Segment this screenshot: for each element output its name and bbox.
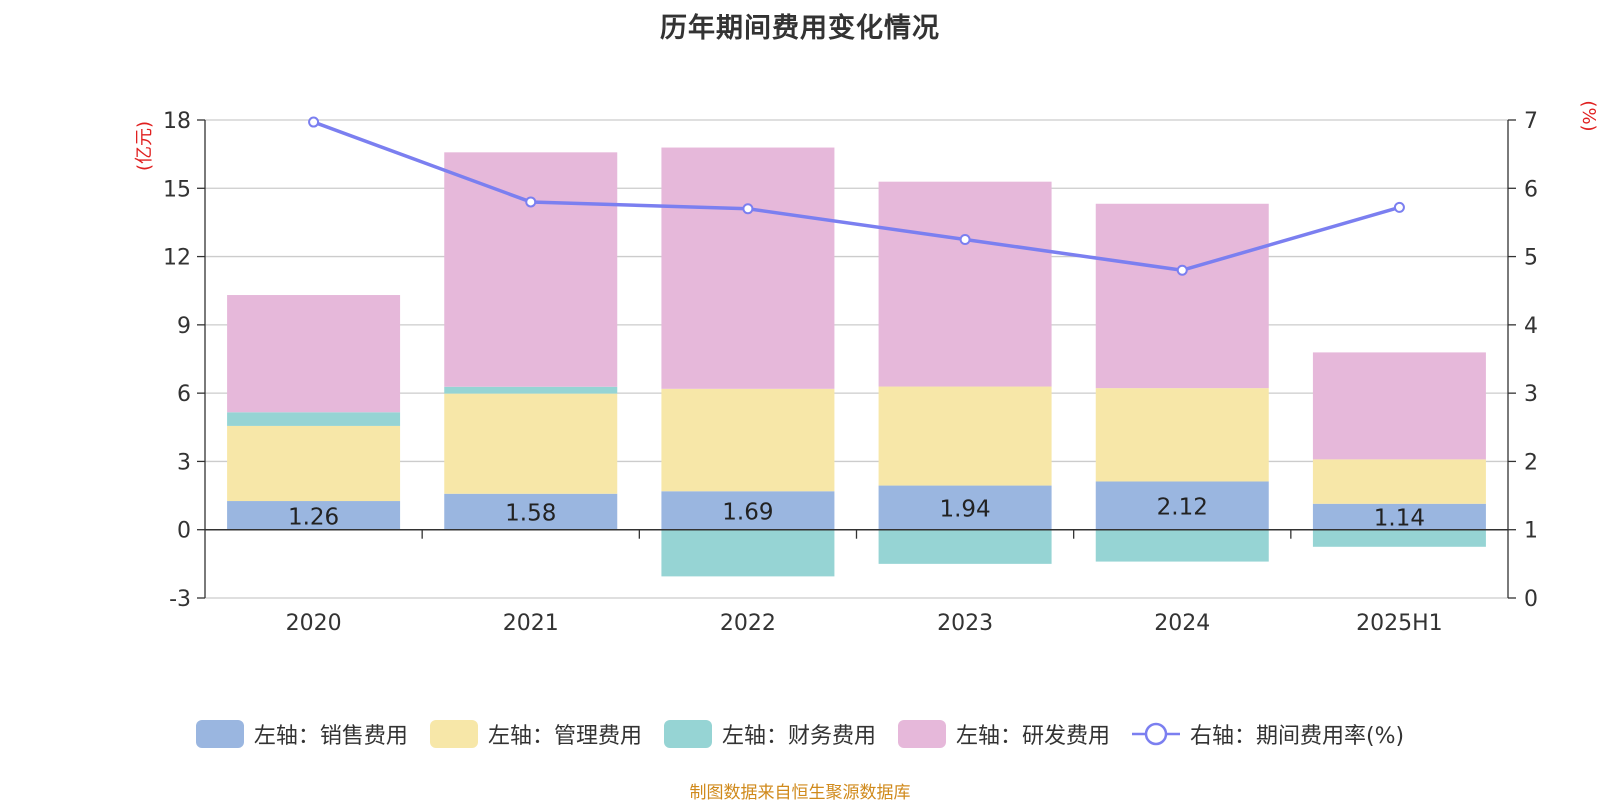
legend-item[interactable]: 左轴：销售费用 — [195, 718, 408, 750]
rate-point — [1393, 201, 1405, 213]
x-axis-tick-label: 2025H1 — [1356, 611, 1443, 636]
legend-label: 左轴：财务费用 — [721, 724, 876, 749]
rate-point — [525, 196, 537, 208]
rate-point — [308, 116, 320, 128]
legend-item[interactable]: 左轴：研发费用 — [897, 718, 1110, 750]
legend-swatch — [663, 720, 712, 748]
legend-label: 左轴：管理费用 — [487, 724, 642, 749]
bar-admin — [1312, 459, 1486, 504]
legend-swatch — [897, 720, 946, 748]
source-note: 制图数据来自恒生聚源数据库 — [689, 783, 911, 803]
data-labels: 1.26 1.58 1.69 1.94 2.12 1.14 — [288, 495, 1425, 532]
left-axis-tick-label: 15 — [163, 177, 191, 202]
rate-point — [959, 234, 971, 245]
data-label: 1.14 — [1374, 506, 1425, 532]
right-axis-tick-label: 4 — [1524, 314, 1538, 339]
legend-item[interactable]: 右轴：期间费用率(%) — [1131, 718, 1405, 750]
chart-title: 历年期间费用变化情况 — [660, 13, 940, 44]
left-axis-unit-label: (亿元) — [134, 121, 155, 171]
data-label: 1.69 — [722, 499, 773, 525]
left-axis-tick-label: 12 — [163, 246, 191, 271]
x-axis-tick-label: 2024 — [1154, 611, 1210, 636]
legend-label: 左轴：销售费用 — [253, 724, 408, 749]
left-axis-tick-label: 0 — [177, 519, 191, 544]
x-axis-tick-label: 2020 — [286, 611, 342, 636]
gridlines — [205, 119, 1508, 599]
legend: 左轴：销售费用 左轴：管理费用 左轴：财务费用 左轴：研发费用 右轴：期间费用率(%) — [0, 718, 1600, 750]
data-label: 2.12 — [1157, 495, 1208, 521]
left-axis-tick-label: 9 — [177, 314, 191, 339]
rate-line-series — [308, 116, 1405, 276]
bar-sales — [1095, 481, 1269, 530]
legend-item[interactable]: 左轴：管理费用 — [429, 718, 642, 750]
bar-admin — [878, 386, 1052, 486]
legend-swatch — [195, 720, 244, 748]
left-axis-tick-label: 6 — [177, 382, 191, 407]
bar-sales — [1312, 503, 1486, 530]
data-label: 1.58 — [505, 501, 556, 527]
bar-admin — [444, 393, 618, 494]
left-axis-tick-label: -3 — [169, 587, 191, 612]
right-axis-tick-label: 0 — [1524, 587, 1538, 612]
data-label: 1.94 — [939, 497, 990, 523]
left-axis-tick-label: 3 — [177, 450, 191, 475]
bar-sales — [444, 493, 618, 530]
right-axis-tick-label: 6 — [1524, 177, 1538, 202]
rate-point — [742, 203, 754, 215]
right-axis-tick-label: 3 — [1524, 382, 1538, 407]
x-axis-tick-label: 2021 — [503, 611, 559, 636]
left-axis-tick-label: 18 — [163, 109, 191, 134]
bar-finance — [661, 529, 835, 577]
bar-finance — [444, 386, 618, 394]
right-axis-tick-label: 1 — [1524, 519, 1538, 544]
bar-admin — [661, 388, 835, 492]
bar-rnd — [227, 295, 401, 413]
bar-series — [227, 147, 1486, 577]
bar-rnd — [1312, 352, 1486, 460]
bar-sales — [227, 501, 401, 530]
legend-swatch — [429, 720, 478, 748]
bar-admin — [227, 425, 401, 502]
bar-admin — [1095, 388, 1269, 482]
rate-point — [1176, 264, 1188, 276]
bar-sales — [661, 491, 835, 530]
right-axis-tick-label: 5 — [1524, 246, 1538, 271]
legend-label: 右轴：期间费用率(%) — [1189, 724, 1405, 749]
bar-rnd — [1095, 203, 1269, 389]
right-axis-tick-label: 2 — [1524, 450, 1538, 475]
bar-finance — [878, 529, 1052, 564]
right-axis-tick-label: 7 — [1524, 109, 1538, 134]
x-axis-tick-label: 2023 — [937, 611, 993, 636]
legend-line-marker — [1131, 722, 1180, 746]
bar-finance — [227, 412, 401, 426]
bar-rnd — [878, 181, 1052, 387]
bar-sales — [878, 485, 1052, 530]
bar-rnd — [661, 147, 835, 389]
right-axis-unit-label: (%) — [1578, 100, 1599, 131]
bar-finance — [1095, 529, 1269, 562]
x-axis-tick-label: 2022 — [720, 611, 776, 636]
bar-finance — [1312, 529, 1486, 547]
bar-rnd — [444, 152, 618, 387]
rate-line — [312, 120, 1400, 272]
legend-item[interactable]: 左轴：财务费用 — [663, 718, 876, 750]
data-label: 1.26 — [288, 504, 339, 530]
legend-label: 左轴：研发费用 — [955, 724, 1110, 749]
